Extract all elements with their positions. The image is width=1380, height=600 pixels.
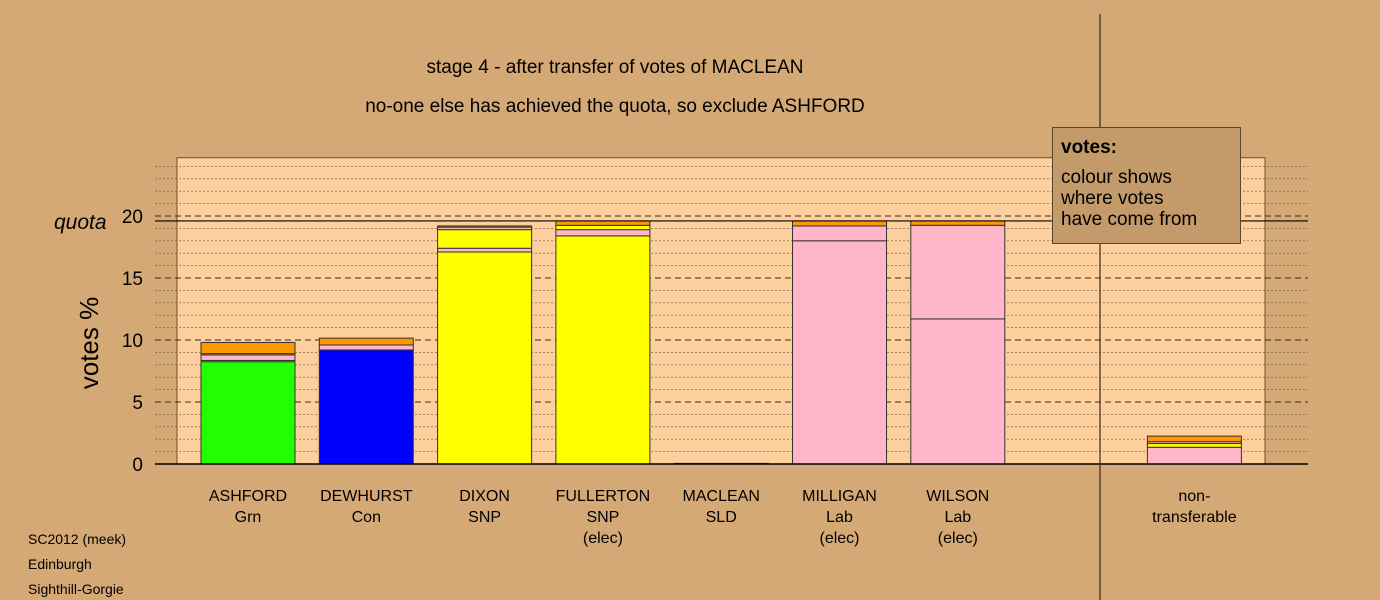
x-tick-status-label: (elec) [938,530,978,547]
x-tick-party-label: Con [352,509,381,526]
bar-segment [555,224,651,231]
x-tick-party-label: transferable [1152,509,1237,526]
x-tick-label: DEWHURST [320,488,413,505]
bar-segment [792,240,887,465]
chart-title: stage 4 - after transfer of votes of MAC… [427,57,804,78]
y-tick-label: 15 [122,269,143,290]
x-tick-party-label: SNP [586,509,619,526]
x-tick-status-label: (elec) [583,530,623,547]
bar-segment [437,247,533,253]
legend-box: votes: colour shows where votes have com… [1052,127,1241,244]
bar-segment [792,225,887,242]
footer-council: Edinburgh [28,556,92,572]
bar-segment [318,349,414,465]
bar-segment [555,229,651,237]
bar-segment [437,229,533,249]
footer-method: SC2012 (meek) [28,531,127,547]
x-tick-label: DIXON [459,488,510,505]
x-tick-party-label: Lab [826,509,853,526]
y-tick-label: 10 [122,331,143,352]
x-tick-party-label: Grn [235,509,262,526]
bar-segment [555,220,651,226]
bar-segment [910,318,1006,465]
bar-segment [1146,435,1242,443]
bar-segment [200,341,296,355]
bar-segment [910,224,1006,320]
x-tick-label: WILSON [926,488,989,505]
bar-segment [792,220,887,227]
bar-segment [200,354,296,361]
bar-segment [318,337,414,346]
y-tick-label: 20 [122,207,143,228]
x-tick-label: FULLERTON [556,488,651,505]
y-tick-label: 5 [132,393,143,414]
x-tick-party-label: SNP [468,509,501,526]
bar-segment [437,251,533,465]
quota-label: quota [54,211,107,234]
x-tick-party-label: Lab [944,509,971,526]
bar-segment [318,344,414,351]
chart-subtitle: no-one else has achieved the quota, so e… [365,96,865,117]
x-tick-label: MACLEAN [683,488,760,505]
footer-ward: Sighthill-Gorgie [28,581,124,597]
bar-segment [555,235,651,465]
legend-line: have come from [1061,209,1198,230]
x-tick-label: non- [1178,488,1210,505]
x-tick-party-label: SLD [706,509,737,526]
legend-title: votes: [1061,137,1117,158]
x-tick-label: MILLIGAN [802,488,877,505]
legend-line: where votes [1061,188,1164,209]
x-tick-label: ASHFORD [209,488,287,505]
x-tick-status-label: (elec) [819,530,859,547]
legend-line: colour shows [1061,167,1172,188]
bar-segment [1146,443,1242,448]
bar-segment [1146,446,1242,465]
bar-segment [437,225,533,228]
y-tick-label: 0 [132,455,143,476]
bar-segment [910,220,1006,226]
bar-segment [200,361,296,465]
y-axis-label: votes % [74,297,104,390]
